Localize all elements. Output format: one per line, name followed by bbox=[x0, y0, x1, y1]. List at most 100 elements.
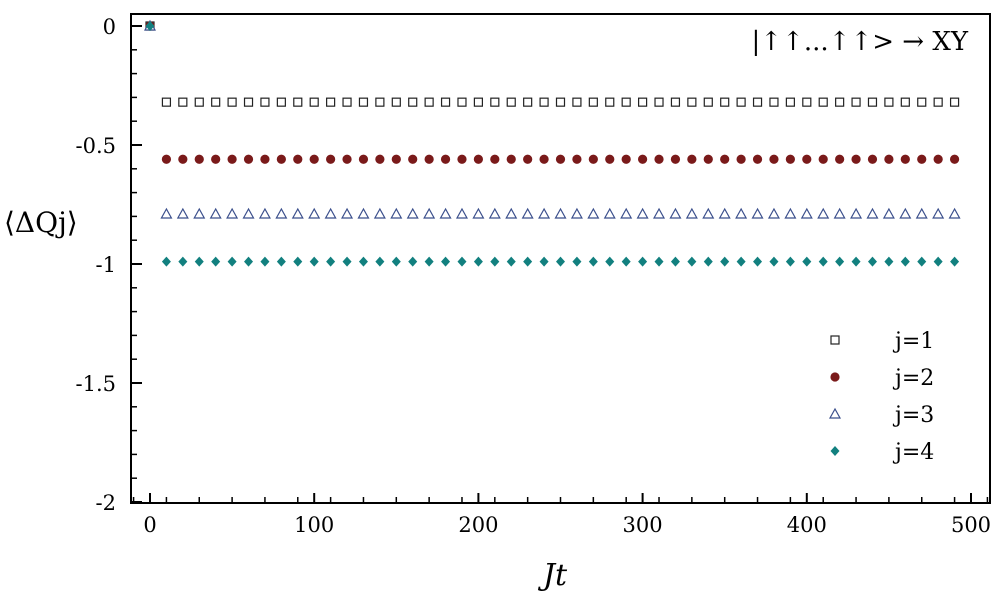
data-point bbox=[736, 256, 746, 267]
data-point bbox=[933, 97, 943, 107]
data-point bbox=[687, 256, 697, 267]
data-point bbox=[440, 154, 451, 164]
data-point bbox=[867, 256, 877, 267]
data-point bbox=[276, 97, 286, 107]
data-point bbox=[406, 207, 419, 219]
data-point bbox=[572, 256, 582, 267]
data-point bbox=[917, 256, 927, 267]
x-tick-label: 100 bbox=[294, 513, 334, 537]
data-point bbox=[884, 154, 894, 164]
data-point bbox=[621, 97, 631, 107]
data-point bbox=[506, 256, 516, 267]
data-point bbox=[867, 97, 878, 107]
data-point bbox=[555, 154, 566, 164]
data-point bbox=[227, 154, 237, 164]
data-point bbox=[802, 256, 812, 267]
y-tick-label: -1.5 bbox=[76, 372, 117, 396]
data-point bbox=[309, 256, 319, 267]
data-point bbox=[572, 97, 582, 107]
series-j=3 bbox=[143, 19, 961, 219]
data-point bbox=[226, 207, 239, 219]
data-point bbox=[769, 154, 779, 164]
data-point bbox=[440, 97, 451, 107]
data-point bbox=[194, 154, 204, 164]
y-tick-label: -1 bbox=[96, 253, 116, 277]
data-point bbox=[621, 256, 631, 267]
data-point bbox=[490, 154, 500, 164]
data-point bbox=[408, 97, 418, 107]
data-point bbox=[915, 207, 928, 219]
data-point bbox=[785, 97, 795, 107]
data-point bbox=[851, 154, 861, 164]
data-point bbox=[851, 256, 861, 267]
data-point bbox=[554, 207, 567, 219]
data-point bbox=[670, 154, 681, 164]
series-j=1 bbox=[145, 21, 960, 107]
legend-label: j=1 bbox=[892, 329, 934, 354]
data-point bbox=[539, 97, 549, 107]
legend-marker bbox=[830, 335, 840, 345]
data-point bbox=[424, 154, 434, 164]
data-point bbox=[342, 154, 352, 164]
data-point bbox=[670, 97, 681, 107]
data-point bbox=[473, 256, 483, 267]
data-point bbox=[851, 97, 861, 107]
data-point bbox=[588, 154, 598, 164]
data-point bbox=[835, 97, 845, 107]
data-point bbox=[211, 256, 221, 267]
data-point bbox=[752, 97, 763, 107]
data-point bbox=[866, 207, 879, 219]
data-point bbox=[324, 207, 337, 219]
data-point bbox=[260, 256, 270, 267]
data-point bbox=[538, 207, 551, 219]
data-point bbox=[752, 154, 763, 164]
data-point bbox=[293, 256, 303, 267]
x-tick-label: 0 bbox=[143, 513, 156, 537]
data-point bbox=[309, 154, 319, 164]
data-point bbox=[785, 154, 795, 164]
x-axis-label: Jt bbox=[537, 558, 568, 593]
y-tick-label: -2 bbox=[96, 491, 116, 515]
data-point bbox=[308, 207, 321, 219]
data-point bbox=[882, 207, 895, 219]
data-point bbox=[818, 97, 828, 107]
data-point bbox=[818, 256, 828, 267]
data-point bbox=[242, 207, 255, 219]
data-point bbox=[506, 97, 516, 107]
data-point bbox=[326, 97, 336, 107]
data-point bbox=[258, 207, 271, 219]
data-point bbox=[194, 97, 204, 107]
data-point bbox=[654, 97, 664, 107]
data-point bbox=[818, 154, 828, 164]
data-point bbox=[833, 207, 846, 219]
data-point bbox=[178, 97, 188, 107]
series-j=2 bbox=[145, 21, 960, 164]
data-point bbox=[342, 97, 352, 107]
data-point bbox=[636, 207, 649, 219]
data-point bbox=[342, 256, 352, 267]
data-point bbox=[521, 207, 534, 219]
data-point bbox=[490, 256, 500, 267]
data-point bbox=[505, 207, 518, 219]
data-point bbox=[391, 154, 401, 164]
data-point bbox=[950, 256, 960, 267]
data-point bbox=[867, 154, 878, 164]
data-point bbox=[718, 207, 731, 219]
data-point bbox=[669, 207, 682, 219]
data-point bbox=[358, 154, 369, 164]
data-point bbox=[391, 97, 401, 107]
data-point bbox=[899, 207, 912, 219]
data-point bbox=[702, 207, 715, 219]
data-point bbox=[835, 256, 845, 267]
data-point bbox=[605, 154, 615, 164]
data-point bbox=[900, 256, 910, 267]
data-point bbox=[391, 256, 401, 267]
data-point bbox=[490, 97, 500, 107]
data-point bbox=[375, 154, 385, 164]
data-point bbox=[408, 256, 418, 267]
data-point bbox=[917, 97, 927, 107]
data-point bbox=[588, 97, 598, 107]
data-point bbox=[473, 154, 483, 164]
data-point bbox=[654, 256, 664, 267]
data-point bbox=[472, 207, 485, 219]
